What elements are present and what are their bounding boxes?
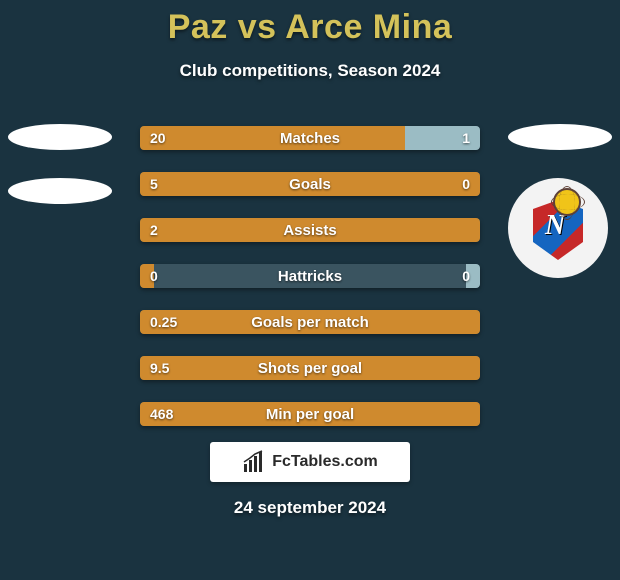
stat-value-left: 0.25: [150, 310, 177, 334]
bar-left-fill: [140, 172, 480, 196]
stat-value-right: 0: [462, 264, 470, 288]
brand-logo: FcTables.com: [210, 442, 410, 482]
bar-left-fill: [140, 402, 480, 426]
chart-icon: [242, 450, 266, 474]
stat-row: 0.25Goals per match: [140, 310, 480, 334]
stat-value-left: 5: [150, 172, 158, 196]
bar-left-fill: [140, 356, 480, 380]
stat-value-right: 0: [462, 172, 470, 196]
page-subtitle: Club competitions, Season 2024: [0, 61, 620, 81]
stat-value-left: 20: [150, 126, 166, 150]
bar-left-fill: [140, 126, 405, 150]
bar-left-fill: [140, 218, 480, 242]
stat-row: 2Assists: [140, 218, 480, 242]
stat-row: 468Min per goal: [140, 402, 480, 426]
stat-label: Hattricks: [140, 264, 480, 288]
comparison-bars: 201Matches50Goals2Assists00Hattricks0.25…: [140, 126, 480, 448]
club-placeholder: [8, 178, 112, 204]
stat-value-left: 468: [150, 402, 173, 426]
player-left-avatars: [8, 124, 112, 232]
stat-row: 0 0Hattricks: [140, 264, 480, 288]
stat-row: 50Goals: [140, 172, 480, 196]
player-right-avatars: N: [508, 124, 612, 278]
club-badge: N: [508, 178, 608, 278]
stat-row: 9.5Shots per goal: [140, 356, 480, 380]
stat-row: 201Matches: [140, 126, 480, 150]
brand-text: FcTables.com: [272, 453, 378, 471]
stat-value-left: 9.5: [150, 356, 169, 380]
ball-icon: [553, 188, 581, 216]
stat-value-right: 1: [462, 126, 470, 150]
footer-date: 24 september 2024: [0, 498, 620, 518]
page-title: Paz vs Arce Mina: [0, 0, 620, 47]
bar-left-fill: [140, 310, 480, 334]
stat-value-left: 2: [150, 218, 158, 242]
stat-value-left: 0: [150, 264, 158, 288]
avatar-placeholder: [508, 124, 612, 150]
avatar-placeholder: [8, 124, 112, 150]
